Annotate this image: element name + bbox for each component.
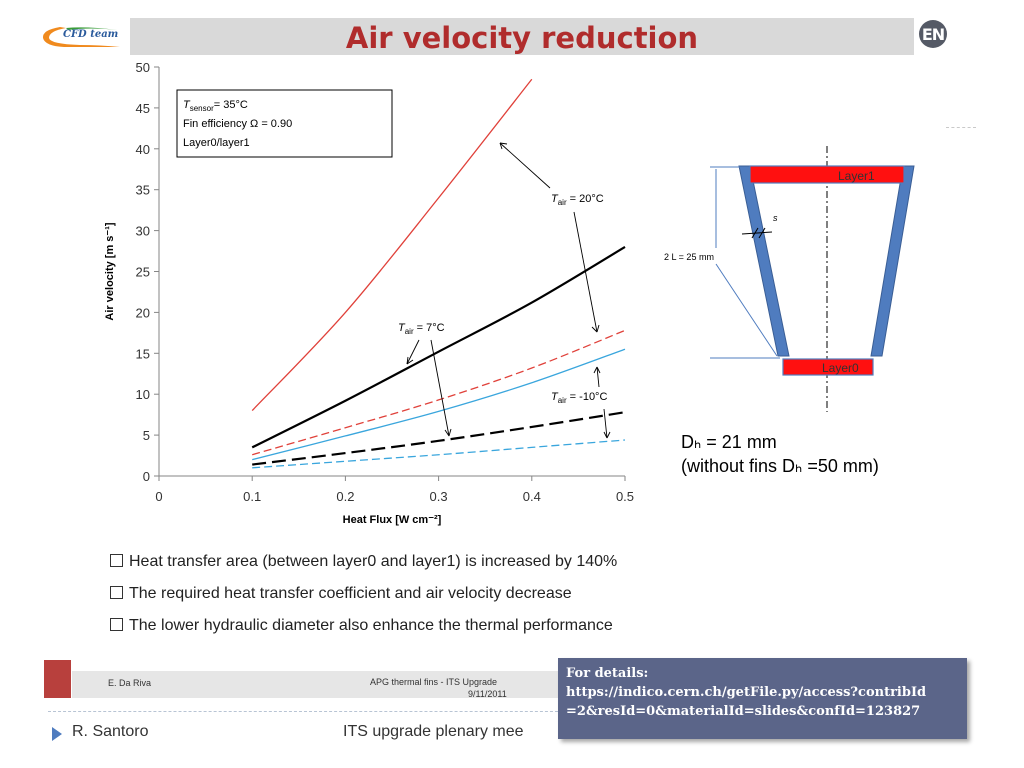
arrow-m10-down-head [603, 431, 611, 439]
decorative-dash [946, 127, 976, 128]
checkbox-bullet-icon [110, 554, 123, 567]
info-box [176, 89, 393, 158]
footer-divider [48, 711, 568, 712]
y-tick-label: 20 [136, 305, 150, 320]
bullet-list: Heat transfer area (between layer0 and l… [110, 553, 617, 649]
arrow-7-blue [430, 339, 450, 437]
chart-series [251, 78, 626, 469]
details-heading: For details: [566, 666, 649, 681]
checkbox-bullet-icon [110, 618, 123, 631]
chart-axes: 0 5 10 15 20 25 30 35 40 45 50 0 0.1 0.2 0.3 0.4 0.5 Heat… [104, 60, 634, 526]
y-tick-label: 5 [143, 428, 150, 443]
diagram-thickness-line [741, 231, 773, 235]
arrow-m10-up-head [593, 366, 601, 374]
arrow-7-solid-head [406, 356, 414, 365]
checkbox-bullet-icon [110, 586, 123, 599]
details-url-line-2[interactable]: =2&resId=0&materialId=slides&confId=1238… [566, 704, 921, 719]
y-tick-label: 10 [136, 387, 150, 402]
bullet-item: The required heat transfer coefficient a… [110, 585, 617, 617]
cfd-team-logo-text: CFD team [63, 29, 119, 40]
series-line-2 [252, 329, 626, 456]
y-axis-title: Air velocity [m s⁻¹] [104, 222, 116, 320]
bullet-item: The lower hydraulic diameter also enhanc… [110, 617, 617, 649]
arrow-20-solid [499, 142, 551, 189]
annotation-arrows [406, 142, 611, 439]
details-url-line-1[interactable]: https://indico.cern.ch/getFile.py/access… [566, 685, 927, 700]
y-tick-label: 15 [136, 346, 150, 361]
x-tick-label: 0.4 [523, 489, 541, 504]
arrow-20-dashed [573, 211, 598, 333]
y-tick-label: 0 [143, 469, 150, 484]
info-box-line-2: Fin efficiency Ω = 0.90 [183, 118, 292, 130]
x-axis-title: Heat Flux [W cm⁻²] [343, 514, 442, 526]
y-tick-label: 30 [136, 224, 150, 239]
arrow-20-solid-head [499, 142, 508, 150]
x-tick-label: 0 [155, 489, 162, 504]
hydraulic-diameter-value: Dₕ = 21 mm [681, 432, 777, 452]
y-tick-label: 50 [136, 60, 150, 75]
arrow-7-blue-head [444, 428, 452, 437]
bullet-item: Heat transfer area (between layer0 and l… [110, 553, 617, 585]
cfd-team-logo [42, 27, 120, 47]
arrow-20-dashed-head [591, 324, 600, 333]
embedded-footer-talk: APG thermal fins - ITS Upgrade [370, 677, 498, 687]
info-box-line-1: Tsensor= 35°C [183, 99, 248, 113]
details-link-box[interactable]: For details: https://indico.cern.ch/getF… [558, 658, 967, 739]
diagram-thickness-label: s [773, 213, 778, 223]
embedded-footer-strip [72, 671, 562, 698]
y-tick-label: 45 [136, 101, 150, 116]
play-arrow-icon [52, 727, 62, 741]
diagram-layer0-bar [782, 358, 874, 376]
y-tick-label: 40 [136, 142, 150, 157]
diagram-layer1-bar [749, 165, 905, 184]
embedded-footer-red-block [44, 660, 71, 698]
annotation-tair-minus10: Tair = -10°C [551, 391, 607, 405]
diagram-length-label: 2 L = 25 mm [664, 252, 714, 262]
hydraulic-diameter-without-fins: (without fins Dₕ =50 mm) [681, 456, 879, 476]
diagram-layer0-label: Layer0 [822, 361, 859, 375]
diagram-right-fin [870, 165, 915, 357]
diagram-left-fin [738, 165, 790, 357]
diagram-layer1-label: Layer1 [838, 169, 875, 183]
diagram-dim-line-lower [715, 263, 778, 357]
en-department-logo: EN [919, 20, 947, 48]
annotation-tair-7: Tair = 7°C [398, 322, 445, 336]
diagram-thickness-tick-2 [758, 227, 766, 239]
y-tick-label: 35 [136, 183, 150, 198]
x-tick-label: 0.3 [430, 489, 448, 504]
x-tick-label: 0.1 [243, 489, 261, 504]
embedded-footer-author: E. Da Riva [108, 678, 152, 688]
annotation-tair-20: Tair = 20°C [551, 193, 604, 207]
fin-cross-section-diagram: Layer1 Layer0 2 L = 25 mm s [664, 146, 915, 412]
series-line-1 [251, 78, 533, 412]
x-tick-label: 0.5 [616, 489, 634, 504]
series-line-4 [252, 348, 626, 461]
embedded-footer-date: 9/11/2011 [468, 689, 507, 699]
arrow-m10-down [603, 408, 608, 439]
series-line-3 [251, 246, 626, 449]
footer-meeting: ITS upgrade plenary mee [343, 723, 524, 740]
chart: 0 5 10 15 20 25 30 35 40 45 50 0 0.1 0.2 0.3 0.4 0.5 Heat… [104, 60, 915, 526]
info-box-line-3: Layer0/layer1 [183, 137, 250, 149]
title-bar [130, 18, 914, 55]
series-line-6 [252, 439, 626, 469]
slide-title: Air velocity reduction [345, 21, 699, 55]
arrow-m10-up [596, 366, 600, 388]
x-tick-label: 0.2 [336, 489, 354, 504]
y-tick-label: 25 [136, 265, 150, 280]
diagram-thickness-tick-1 [751, 227, 759, 239]
arrow-7-solid [406, 339, 420, 365]
series-line-5 [252, 411, 626, 466]
footer-presenter: R. Santoro [72, 723, 149, 740]
